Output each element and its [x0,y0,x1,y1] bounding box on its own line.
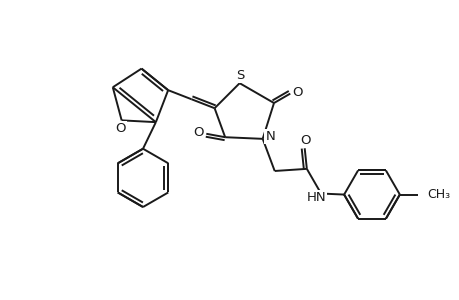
Text: O: O [300,134,310,147]
Text: N: N [265,130,274,143]
Text: O: O [292,86,302,99]
Text: HN: HN [306,190,325,204]
Text: O: O [193,126,203,140]
Text: CH₃: CH₃ [426,188,449,201]
Text: S: S [236,69,244,82]
Text: O: O [115,122,126,135]
